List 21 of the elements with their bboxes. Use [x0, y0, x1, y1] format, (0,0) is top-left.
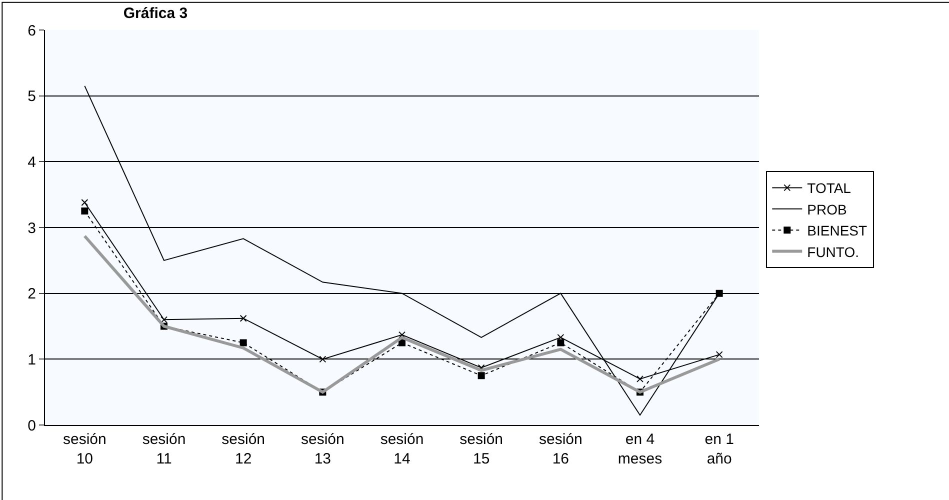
- y-tick-label: 6: [28, 22, 36, 40]
- x-tick-label: sesión 14: [380, 431, 424, 468]
- x-tick-label: sesión 15: [460, 431, 504, 468]
- y-tick-label: 1: [28, 351, 36, 368]
- x-tick-label: sesión 11: [142, 431, 186, 468]
- y-tick-label: 0: [28, 417, 36, 434]
- legend-label: PROB: [807, 201, 847, 218]
- x-tick-label: sesión 16: [538, 431, 582, 468]
- y-tick-label: 4: [28, 154, 36, 171]
- y-tick-label: 5: [28, 88, 36, 106]
- y-tick-label: 3: [28, 220, 36, 237]
- y-tick-label: 2: [28, 286, 36, 303]
- x-tick-label: sesión 13: [300, 431, 344, 468]
- x-tick-label: en 4 meses: [618, 431, 662, 468]
- x-tick-label: sesión 12: [222, 431, 266, 468]
- chart-title: Gráfica 3: [123, 5, 188, 22]
- x-tick-label: sesión 10: [62, 431, 106, 468]
- legend-label: TOTAL: [807, 180, 852, 196]
- x-tick-label: en 1 año: [704, 431, 734, 468]
- legend-label: BIENEST: [807, 222, 868, 239]
- legend-label: FUNTO.: [807, 244, 859, 260]
